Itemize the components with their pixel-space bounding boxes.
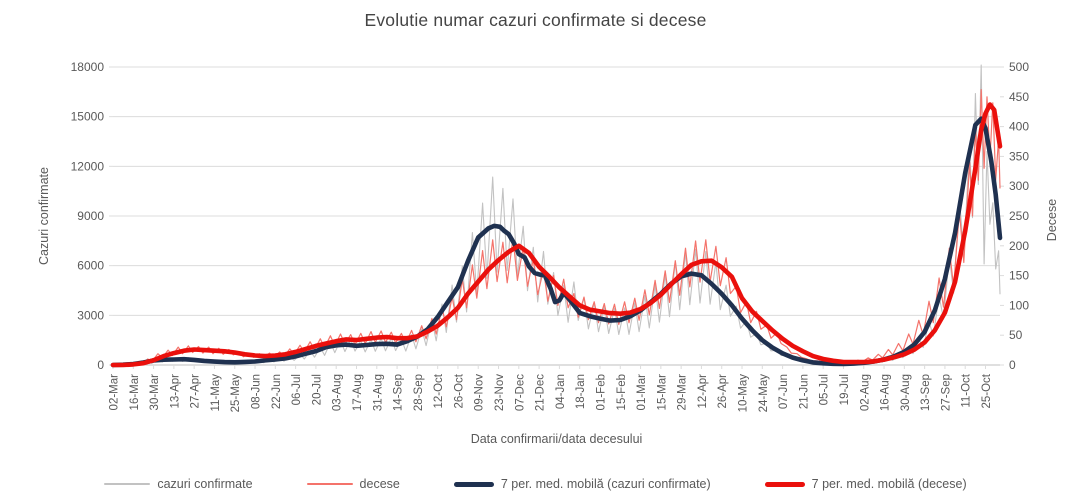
legend-label: 7 per. med. mobilă (decese) — [811, 477, 967, 491]
x-axis-tick-label: 09-Nov — [474, 374, 486, 411]
x-axis-tick-label: 16-Aug — [880, 374, 892, 411]
y-axis-tick-label-left: 0 — [97, 358, 104, 372]
x-axis-tick-label: 25-Oct — [981, 373, 993, 408]
x-axis-tick-label: 23-Nov — [494, 374, 506, 411]
y-axis-tick-label-right: 500 — [1009, 60, 1029, 74]
x-axis-tick-label: 01-Mar — [636, 374, 648, 411]
x-axis-tick-label: 07-Dec — [514, 374, 526, 411]
legend-label: cazuri confirmate — [157, 477, 253, 491]
x-axis-tick-label: 21-Jun — [798, 374, 810, 409]
legend-line-swatch — [453, 481, 494, 487]
x-axis-tick-label: 27-Apr — [190, 374, 202, 409]
x-axis-tick-label: 17-Aug — [352, 374, 364, 411]
legend-line-swatch — [104, 483, 151, 485]
legend-item-2: 7 per. med. mobilă (cazuri confirmate) — [453, 477, 711, 491]
series-line-2 — [110, 116, 1003, 368]
x-axis-tick-label: 29-Mar — [677, 374, 689, 411]
x-axis-tick-label: 15-Feb — [616, 374, 628, 410]
legend-line-swatch — [306, 483, 353, 485]
x-axis-tick-label: 31-Aug — [372, 374, 384, 411]
chart-plot-area: 0 3000 6000 9000 12000 15000 18000 0 50 100 150 200… — [71, 60, 1030, 413]
x-axis-tick-label: 11-Oct — [961, 373, 973, 407]
legend-line-swatch — [764, 481, 805, 487]
x-axis-tick-label: 30-Aug — [900, 374, 912, 411]
x-axis-tick-label: 07-Jun — [778, 374, 790, 409]
y-axis-tick-label-left: 6000 — [77, 259, 104, 273]
legend-item-0: cazuri confirmate — [104, 477, 253, 491]
x-axis-tick-label: 21-Dec — [535, 374, 547, 411]
x-axis-tick-label: 22-Jun — [271, 374, 283, 409]
x-axis-tick-label: 11-May — [210, 374, 222, 412]
y-axis-tick-label-left: 9000 — [77, 209, 104, 223]
x-axis-tick-label: 24-May — [758, 374, 770, 413]
x-axis-tick-label: 13-Apr — [169, 374, 181, 409]
x-axis-tick-label: 02-Mar — [109, 374, 121, 411]
chart-title: Evolutie numar cazuri confirmate si dece… — [364, 10, 707, 30]
legend-label: decese — [359, 477, 400, 491]
series-line-3 — [110, 102, 1003, 368]
x-axis-tick-label: 06-Jul — [291, 374, 303, 405]
y-axis-tick-label-right: 100 — [1009, 298, 1029, 312]
x-axis-tick-label: 20-Jul — [311, 374, 323, 405]
chart-legend: cazuri confirmate decese 7 per. med. mobil… — [0, 477, 1071, 491]
x-axis-tick-label: 26-Apr — [717, 374, 729, 409]
series-line-1 — [112, 88, 1001, 366]
x-axis-tick-label: 18-Jan — [575, 374, 587, 409]
y-axis-tick-label-right: 400 — [1009, 120, 1029, 134]
x-axis-tick-label: 15-Mar — [656, 374, 668, 411]
legend-item-1: decese — [306, 477, 400, 491]
x-axis-tick-label: 05-Jul — [819, 374, 831, 405]
x-axis-tick-label: 13-Sep — [920, 374, 932, 411]
x-axis-tick-label: 28-Sep — [413, 374, 425, 411]
x-axis-tick-label: 01-Feb — [595, 374, 607, 410]
y-axis-tick-label-right: 250 — [1009, 209, 1029, 223]
x-axis-tick-label: 30-Mar — [149, 374, 161, 411]
x-axis-tick-label: 19-Jul — [839, 374, 851, 405]
x-axis-tick-label: 16-Mar — [129, 374, 141, 411]
y-axis-tick-label-left: 3000 — [77, 308, 104, 322]
x-axis-tick-label: 02-Aug — [859, 374, 871, 411]
x-axis-tick-label: 04-Jan — [555, 374, 567, 409]
y-axis-tick-label-right: 200 — [1009, 239, 1029, 253]
x-axis-tick-label: 10-May — [738, 374, 750, 413]
x-axis-tick-label: 27-Sep — [940, 374, 952, 411]
x-axis-tick-label: 08-Jun — [251, 374, 263, 409]
x-axis-tick-label: 25-May — [230, 374, 242, 413]
y-axis-tick-label-right: 450 — [1009, 90, 1029, 104]
y-axis-tick-label-right: 300 — [1009, 179, 1029, 193]
y-axis-tick-label-left: 12000 — [71, 159, 105, 173]
legend-label: 7 per. med. mobilă (cazuri confirmate) — [500, 477, 711, 491]
legend-item-3: 7 per. med. mobilă (decese) — [764, 477, 967, 491]
y-axis-tick-label-left: 15000 — [71, 110, 105, 124]
x-axis-tick-label: 12-Oct — [433, 373, 445, 408]
y-axis-tick-label-right: 350 — [1009, 149, 1029, 163]
x-axis-tick-label: 12-Apr — [697, 374, 709, 409]
y-axis-tick-label-right: 0 — [1009, 358, 1016, 372]
x-axis-tick-label: 14-Sep — [393, 374, 405, 411]
y-axis-tick-label-right: 50 — [1009, 328, 1023, 342]
series-line-0 — [112, 64, 1001, 366]
x-axis-tick-label: 26-Oct — [453, 373, 465, 408]
x-axis-tick-label: 03-Aug — [332, 374, 344, 411]
y-axis-tick-label-left: 18000 — [71, 60, 105, 74]
y-axis-tick-label-right: 150 — [1009, 269, 1029, 283]
x-axis-title: Data confirmarii/data decesului — [470, 432, 643, 446]
